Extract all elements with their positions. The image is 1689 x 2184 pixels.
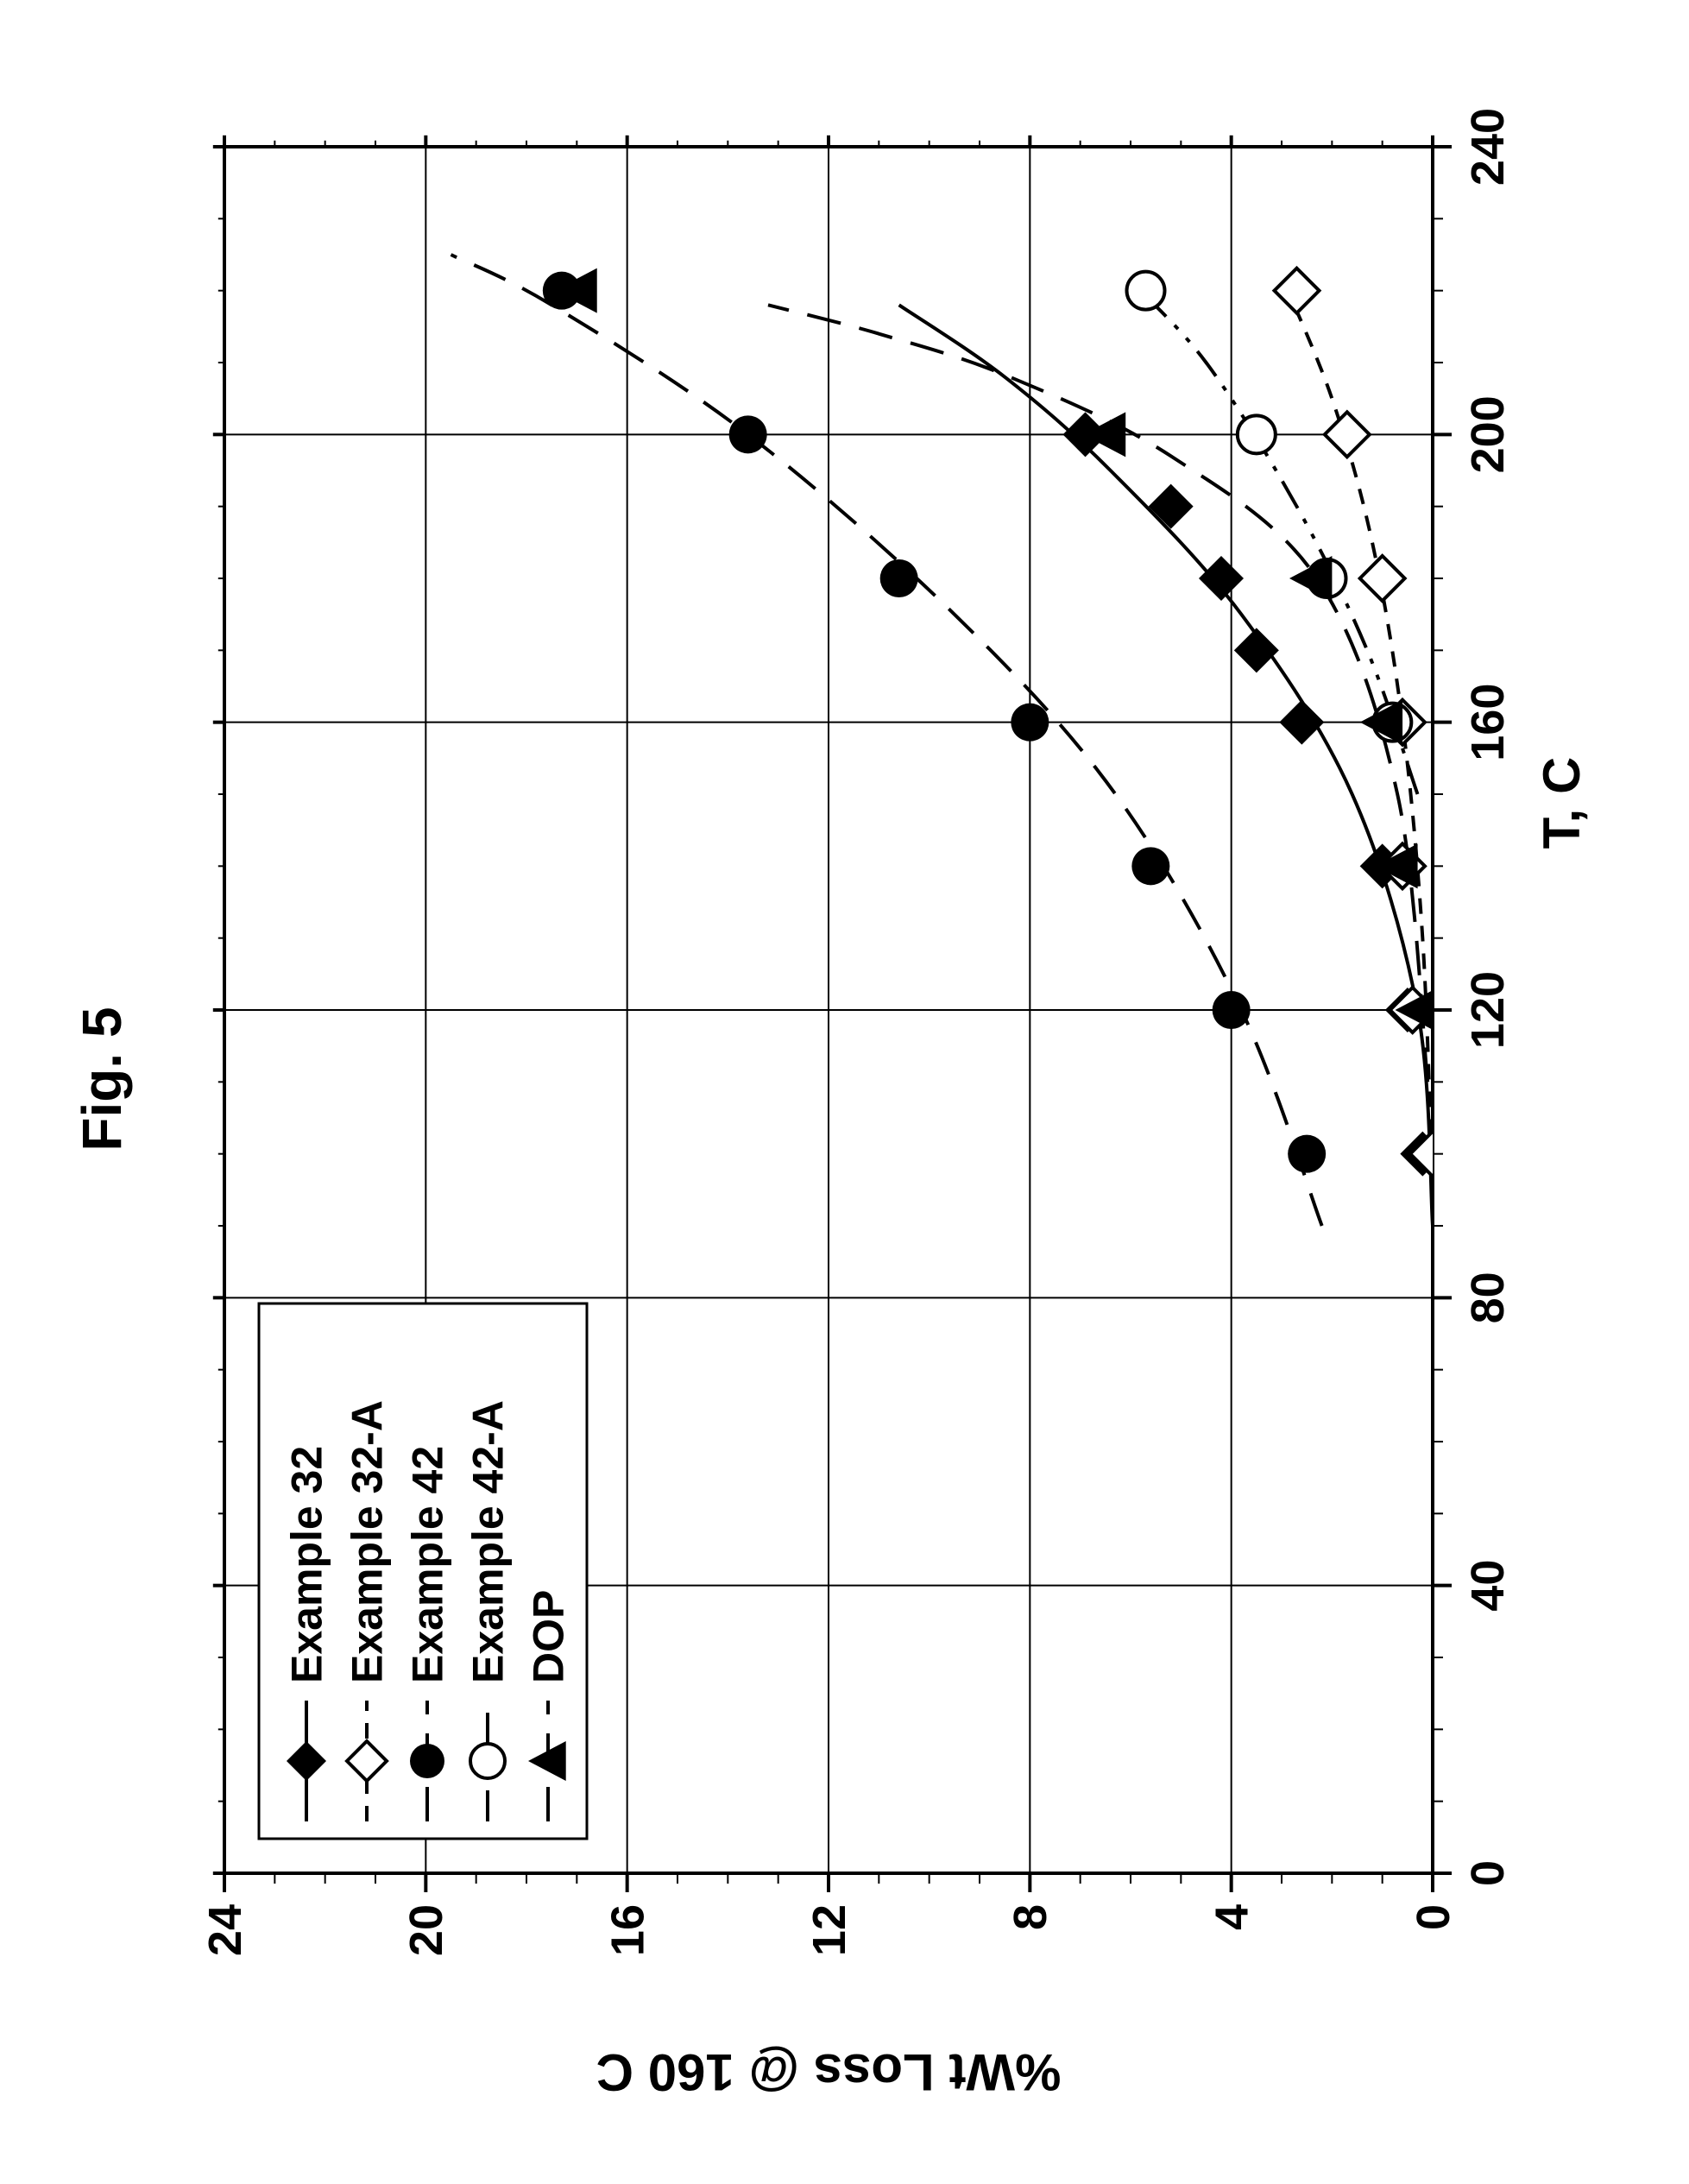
- legend-label: Example 42-A: [464, 1400, 513, 1683]
- marker-circle: [1238, 415, 1276, 453]
- x-tick-label: 0: [1462, 1860, 1514, 1886]
- legend-label: Example 32: [283, 1446, 331, 1683]
- y-tick-label: 0: [1408, 1904, 1459, 1930]
- x-axis-label: T, C: [1533, 757, 1591, 849]
- figure-title: Fig. 5: [71, 1007, 133, 1151]
- marker-circle: [880, 559, 918, 597]
- y-tick-label: 24: [199, 1904, 251, 1956]
- y-tick-label: 12: [804, 1904, 855, 1956]
- marker-circle: [1288, 1135, 1326, 1173]
- marker-circle: [1213, 991, 1251, 1029]
- y-tick-label: 16: [602, 1904, 654, 1956]
- legend-label: Example 42: [404, 1446, 452, 1683]
- marker-circle: [729, 415, 767, 453]
- x-tick-label: 240: [1462, 108, 1514, 186]
- y-tick-label: 4: [1207, 1904, 1258, 1930]
- x-tick-label: 40: [1462, 1560, 1514, 1612]
- x-tick-label: 80: [1462, 1272, 1514, 1323]
- legend-label: Example 32-A: [343, 1400, 392, 1683]
- y-axis-label: %Wt Loss @ 160 C: [596, 2043, 1062, 2101]
- marker-circle: [1131, 847, 1169, 885]
- x-tick-label: 120: [1462, 971, 1514, 1049]
- x-tick-label: 160: [1462, 684, 1514, 761]
- marker-circle: [470, 1744, 505, 1778]
- x-tick-label: 200: [1462, 395, 1514, 473]
- marker-circle: [1011, 704, 1049, 742]
- y-tick-label: 20: [400, 1904, 452, 1956]
- marker-circle: [410, 1744, 444, 1778]
- chart: 0 40 80 120 160 200 240 0 4 8 12 16 20 24 T, C %Wt Loss…: [0, 0, 1689, 2184]
- legend-label: DOP: [525, 1590, 573, 1683]
- canvas-bg: [0, 0, 1689, 2184]
- y-tick-label: 8: [1005, 1904, 1056, 1930]
- marker-circle: [1127, 272, 1165, 310]
